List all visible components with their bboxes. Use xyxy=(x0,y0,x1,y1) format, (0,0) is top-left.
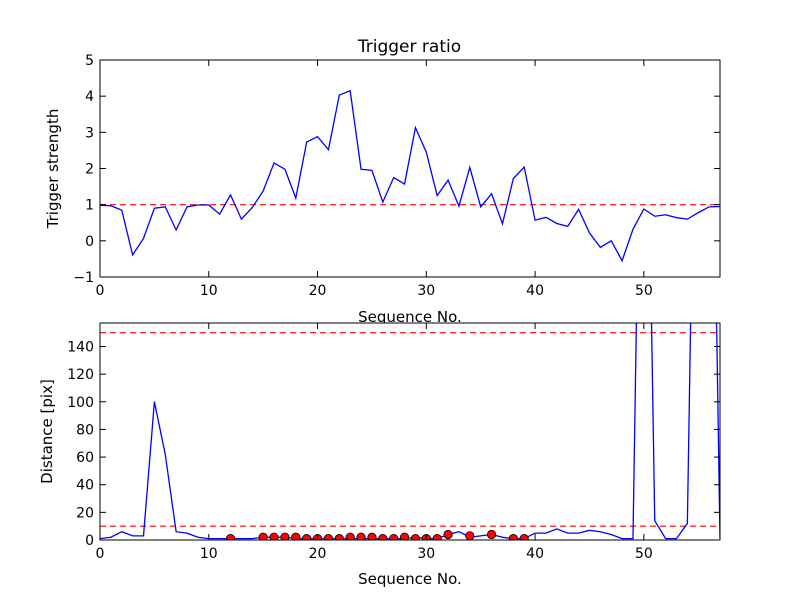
data-point-marker xyxy=(269,532,279,540)
data-point-marker xyxy=(443,529,453,540)
data-point-marker xyxy=(399,532,410,540)
data-point-marker xyxy=(356,532,366,540)
y-tick-label: 100 xyxy=(67,395,94,411)
x-tick-label: 50 xyxy=(635,546,653,562)
y-tick-label: 60 xyxy=(76,450,94,466)
data-point-marker xyxy=(410,534,421,540)
x-tick-label: 20 xyxy=(309,546,327,562)
data-point-marker xyxy=(302,534,312,540)
y-tick-label: 5 xyxy=(85,53,94,69)
x-axis-label: Sequence No. xyxy=(358,570,462,588)
y-tick-label: 0 xyxy=(85,533,94,549)
y-tick-label: 1 xyxy=(85,198,94,214)
y-tick-label: 4 xyxy=(85,89,94,105)
x-tick-label: 10 xyxy=(200,283,218,299)
y-tick-label: 20 xyxy=(76,505,94,521)
x-tick-label: 30 xyxy=(417,546,435,562)
data-point-marker xyxy=(291,532,301,540)
data-point-marker xyxy=(519,534,529,540)
x-tick-label: 0 xyxy=(96,283,105,299)
y-tick-label: 40 xyxy=(76,478,94,494)
data-point-marker xyxy=(389,534,399,540)
plot-area xyxy=(100,60,720,277)
data-point-marker xyxy=(323,534,334,540)
y-tick-label: 3 xyxy=(85,125,94,141)
y-tick-label: 80 xyxy=(76,422,94,438)
chart-title: Trigger ratio xyxy=(357,37,461,57)
y-axis-label: Distance [pix] xyxy=(38,379,56,484)
data-point-marker xyxy=(345,532,355,540)
x-tick-label: 20 xyxy=(309,283,327,299)
data-point-marker xyxy=(258,532,268,540)
series-line-0 xyxy=(100,89,720,263)
y-tick-label: −1 xyxy=(73,270,94,286)
y-tick-label: 0 xyxy=(85,234,94,250)
data-point-marker xyxy=(367,532,377,540)
data-point-marker xyxy=(378,534,388,540)
data-point-marker xyxy=(225,534,236,540)
plot-frame xyxy=(99,322,721,541)
data-point-marker xyxy=(280,532,290,540)
y-tick-label: 140 xyxy=(67,339,94,355)
y-axis-label: Trigger strength xyxy=(44,109,62,230)
data-point-marker xyxy=(486,529,497,540)
x-tick-label: 0 xyxy=(96,546,105,562)
plot-area xyxy=(100,323,720,540)
x-tick-label: 40 xyxy=(526,546,544,562)
y-tick-label: 120 xyxy=(67,367,94,383)
data-point-marker xyxy=(432,534,442,540)
x-tick-label: 40 xyxy=(526,283,544,299)
x-axis-label: Sequence No. xyxy=(358,308,462,326)
series-line-0 xyxy=(100,323,720,540)
y-tick-label: 2 xyxy=(85,162,94,178)
data-point-marker xyxy=(508,534,518,540)
distance-chart: 0 10 20 30 40 50 0 20 40 60 80 100 120 140 Sequence … xyxy=(38,322,721,588)
data-point-marker xyxy=(465,531,475,540)
x-tick-label: 30 xyxy=(417,283,435,299)
x-tick-label: 10 xyxy=(200,546,218,562)
data-point-marker xyxy=(334,534,344,540)
x-tick-label: 50 xyxy=(635,283,653,299)
